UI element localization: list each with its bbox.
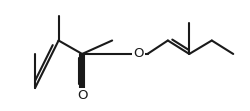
- Text: O: O: [77, 89, 88, 102]
- Text: O: O: [134, 47, 144, 60]
